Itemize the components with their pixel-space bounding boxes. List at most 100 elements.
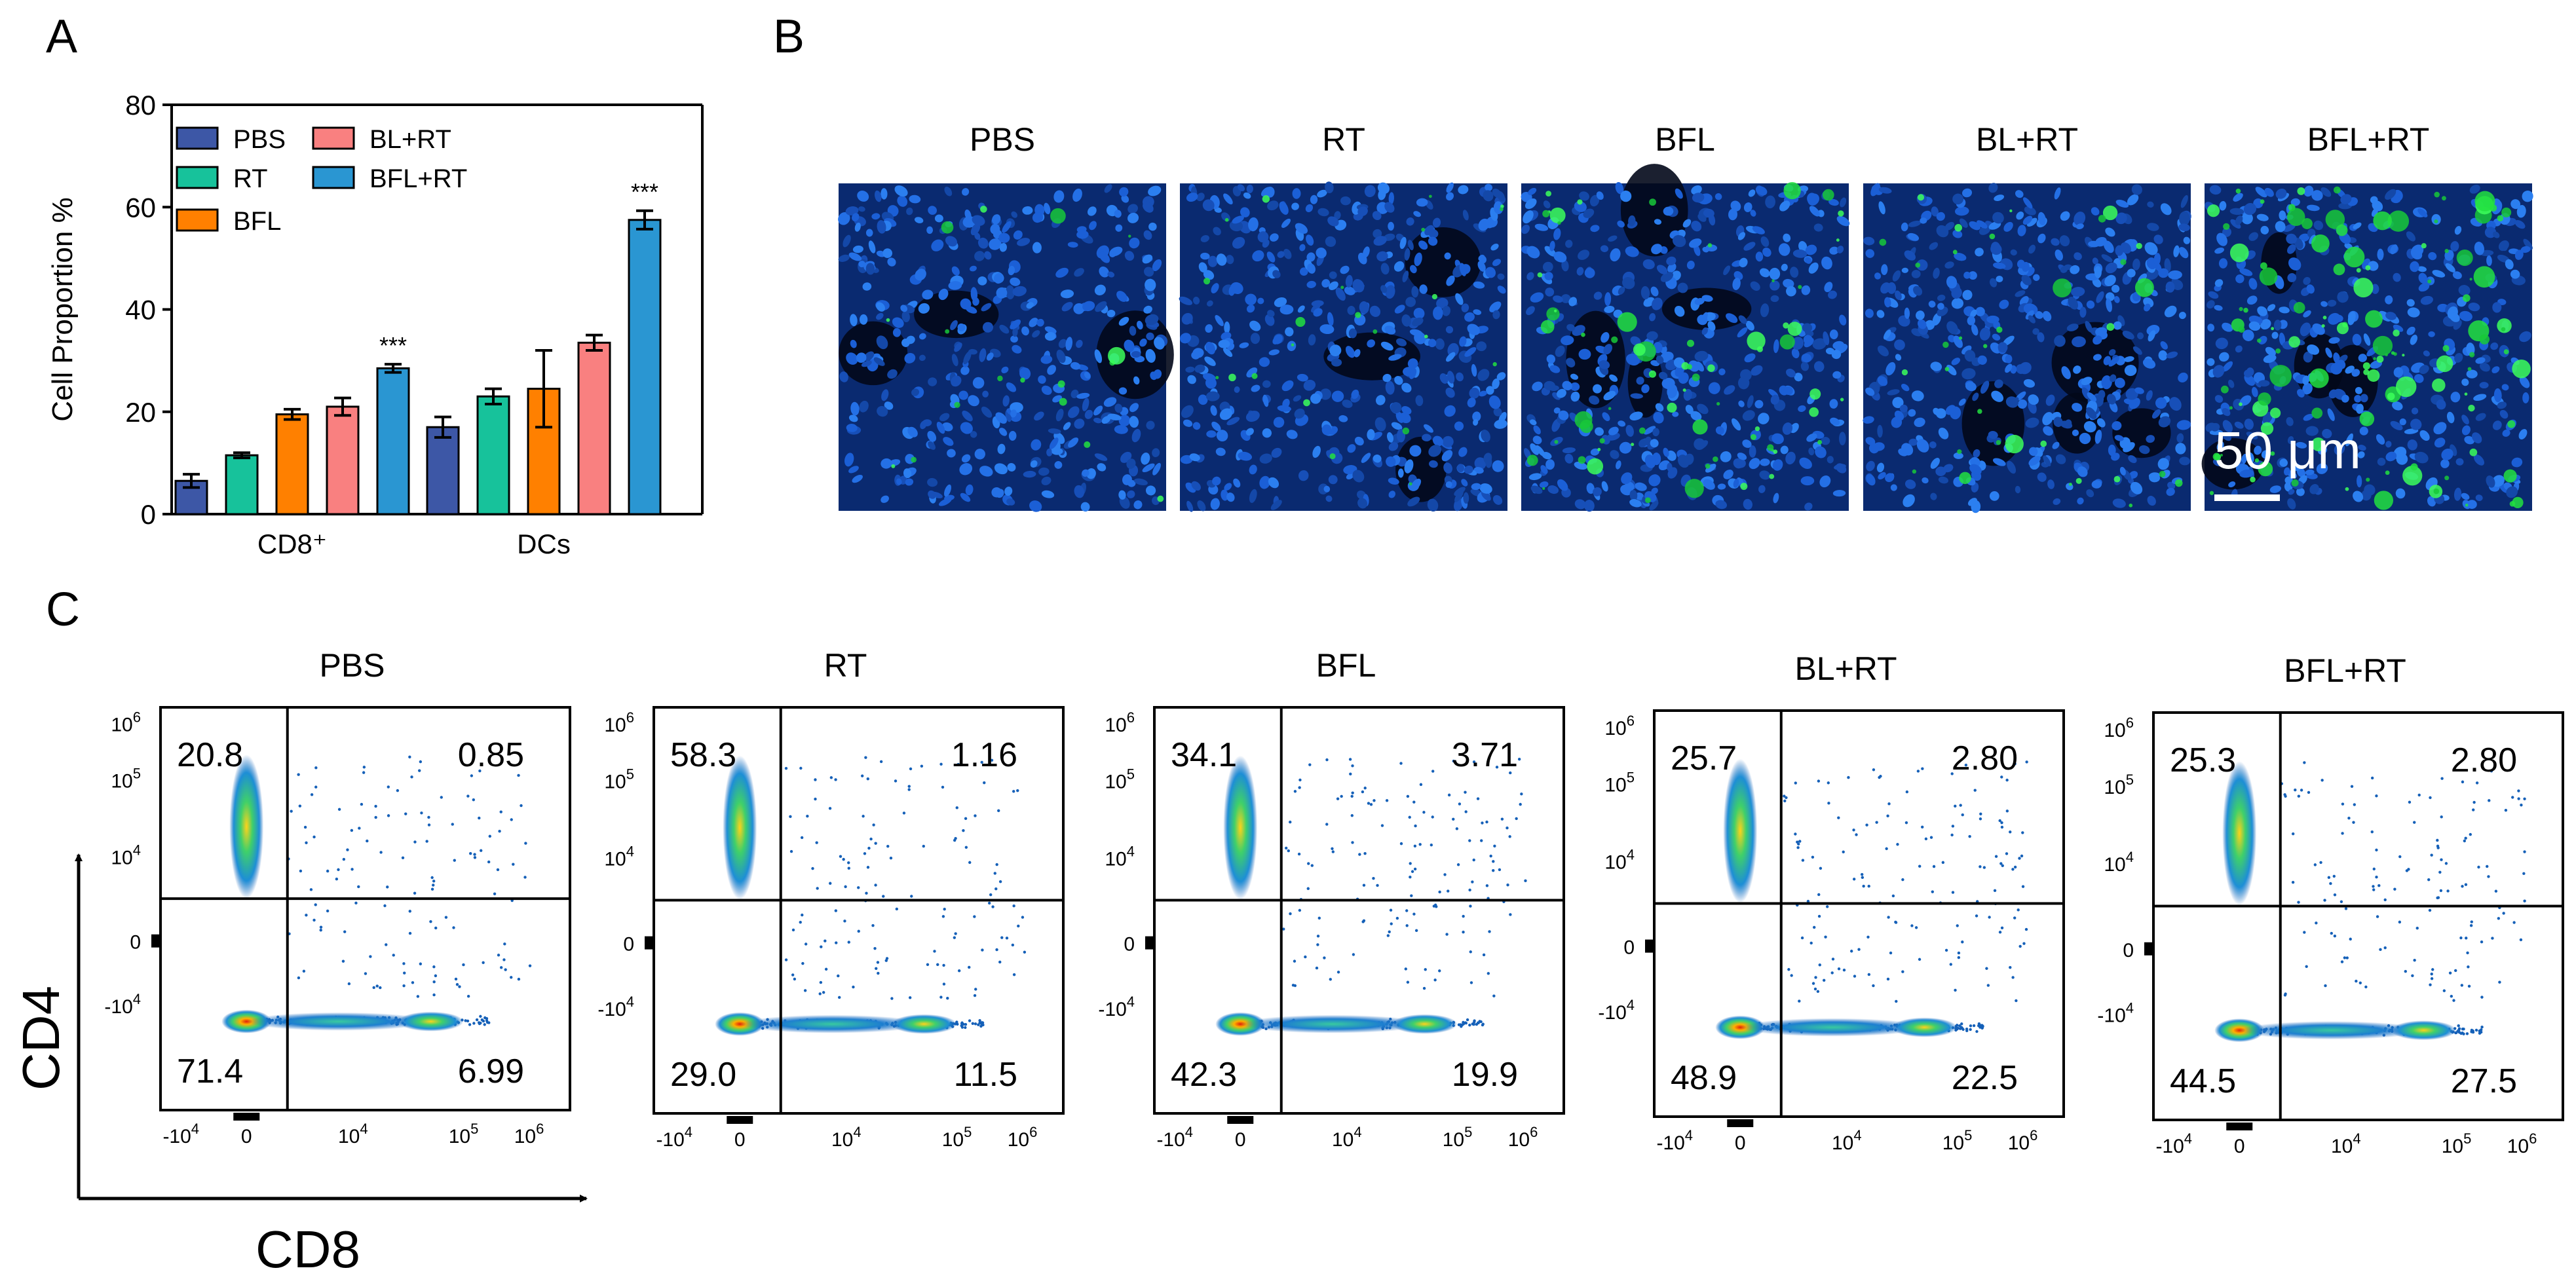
event-dot bbox=[313, 918, 316, 922]
nucleus bbox=[1074, 485, 1085, 498]
event-dot bbox=[1827, 781, 1830, 785]
event-dot bbox=[386, 885, 389, 889]
green-signal bbox=[1773, 449, 1778, 455]
event-dot bbox=[1351, 791, 1354, 794]
event-dot bbox=[1798, 999, 1801, 1003]
green-signal bbox=[1836, 238, 1840, 242]
nucleus bbox=[1773, 339, 1779, 354]
event-dot bbox=[1492, 868, 1495, 872]
nucleus bbox=[991, 487, 1002, 498]
nucleus bbox=[1086, 468, 1096, 479]
nucleus bbox=[914, 217, 924, 223]
event-dot bbox=[2339, 900, 2343, 903]
event-dot bbox=[1825, 905, 1829, 908]
nucleus bbox=[1477, 261, 1486, 272]
nucleus bbox=[1447, 343, 1459, 357]
nucleus bbox=[1299, 267, 1308, 276]
nucleus bbox=[998, 232, 1010, 243]
nucleus bbox=[851, 213, 860, 221]
nucleus bbox=[1352, 279, 1365, 293]
event-dot bbox=[803, 989, 807, 992]
green-signal bbox=[2363, 369, 2370, 375]
nucleus bbox=[1367, 429, 1375, 440]
nucleus bbox=[1621, 472, 1633, 485]
event-dot bbox=[998, 880, 1002, 883]
event-dot bbox=[1887, 802, 1891, 806]
event-dot bbox=[973, 915, 976, 918]
event-dot bbox=[479, 849, 483, 852]
green-signal bbox=[1611, 336, 1618, 343]
event-dot bbox=[2333, 935, 2337, 938]
green-signal bbox=[980, 206, 987, 213]
green-signal bbox=[1429, 195, 1432, 198]
nucleus bbox=[1342, 400, 1353, 408]
x-zero-marker bbox=[1727, 1119, 1754, 1127]
nucleus bbox=[1212, 476, 1221, 486]
event-dot bbox=[1809, 941, 1813, 945]
event-dot bbox=[504, 968, 507, 971]
y-zero-marker bbox=[1645, 939, 1653, 953]
nucleus bbox=[1129, 403, 1139, 413]
nucleus bbox=[1152, 259, 1162, 271]
nucleus bbox=[1048, 428, 1061, 434]
nucleus bbox=[1578, 250, 1590, 260]
green-signal bbox=[941, 221, 954, 234]
bar-bfl-rt bbox=[628, 219, 662, 515]
nucleus bbox=[1737, 376, 1750, 390]
green-signal bbox=[1779, 334, 1795, 350]
nucleus bbox=[1492, 259, 1501, 267]
green-signal bbox=[2309, 368, 2329, 388]
event-dot bbox=[1857, 948, 1861, 951]
event-dot bbox=[1422, 986, 1426, 990]
green-signal bbox=[2223, 223, 2230, 231]
event-dot bbox=[1362, 919, 1366, 922]
nucleus bbox=[1068, 406, 1080, 418]
event-dot bbox=[1438, 890, 1441, 894]
event-dot bbox=[454, 977, 458, 981]
event-dot bbox=[1920, 825, 1924, 829]
nucleus bbox=[1063, 422, 1071, 430]
green-signal bbox=[2385, 470, 2390, 475]
event-dot bbox=[1988, 916, 1991, 919]
event-dot bbox=[1515, 817, 1518, 821]
nucleus bbox=[1825, 347, 1834, 355]
nucleus bbox=[1444, 405, 1456, 417]
green-signal bbox=[2238, 326, 2245, 333]
nucleus bbox=[1780, 445, 1789, 455]
nucleus bbox=[882, 248, 893, 258]
nucleus bbox=[1446, 192, 1454, 201]
nucleus bbox=[1076, 392, 1090, 399]
nucleus bbox=[1411, 478, 1422, 491]
event-dot bbox=[874, 842, 877, 845]
event-dot bbox=[1506, 883, 1509, 887]
nucleus bbox=[1107, 309, 1116, 318]
event-dot bbox=[806, 814, 809, 818]
event-dot bbox=[1395, 916, 1399, 920]
nucleus bbox=[958, 390, 968, 400]
density-cd8-population bbox=[398, 1011, 464, 1032]
nucleus bbox=[1329, 271, 1337, 279]
nucleus bbox=[1654, 219, 1662, 225]
green-signal bbox=[1783, 322, 1789, 329]
nucleus bbox=[1344, 286, 1355, 295]
nucleus bbox=[1427, 498, 1439, 511]
event-dot bbox=[2009, 830, 2012, 834]
event-dot bbox=[309, 888, 313, 891]
event-dot bbox=[1814, 976, 1817, 979]
nucleus bbox=[1145, 485, 1156, 496]
nucleus bbox=[1385, 285, 1395, 299]
event-dot bbox=[1842, 969, 1846, 972]
nucleus bbox=[1313, 308, 1323, 317]
event-dot bbox=[1904, 821, 1908, 825]
nucleus bbox=[1310, 393, 1321, 404]
event-dot bbox=[319, 929, 322, 932]
nucleus bbox=[1539, 481, 1549, 488]
y-zero-marker bbox=[645, 936, 653, 950]
green-signal bbox=[1809, 407, 1819, 417]
nucleus bbox=[1703, 479, 1715, 490]
nucleus bbox=[1819, 475, 1831, 488]
event-dot bbox=[2504, 809, 2508, 812]
nucleus bbox=[1384, 202, 1395, 213]
event-dot bbox=[1972, 1024, 1976, 1028]
green-signal bbox=[1545, 191, 1552, 197]
